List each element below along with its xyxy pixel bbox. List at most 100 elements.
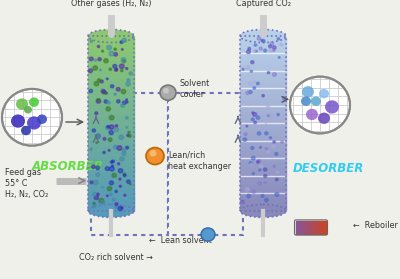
Bar xyxy=(240,43,286,47)
Bar xyxy=(240,179,286,183)
Circle shape xyxy=(253,113,257,116)
Circle shape xyxy=(254,44,257,46)
Bar xyxy=(88,77,134,80)
Bar xyxy=(88,138,134,141)
Bar xyxy=(88,185,134,188)
Circle shape xyxy=(108,138,112,141)
Bar xyxy=(314,221,315,234)
Circle shape xyxy=(106,107,110,111)
Bar xyxy=(88,199,134,203)
Circle shape xyxy=(146,148,164,165)
Bar xyxy=(304,221,305,234)
Circle shape xyxy=(273,141,275,143)
Bar xyxy=(240,148,286,152)
Bar xyxy=(240,106,286,110)
Circle shape xyxy=(93,202,95,205)
Circle shape xyxy=(107,45,112,50)
Circle shape xyxy=(126,68,128,69)
Bar xyxy=(91,93,168,235)
Bar xyxy=(240,68,286,71)
Circle shape xyxy=(126,101,128,103)
Text: Feed gas
55° C
H₂, N₂, CO₂: Feed gas 55° C H₂, N₂, CO₂ xyxy=(5,168,48,199)
Circle shape xyxy=(257,132,261,135)
Bar xyxy=(311,221,312,234)
Circle shape xyxy=(275,193,279,196)
Circle shape xyxy=(280,43,283,46)
Circle shape xyxy=(16,98,28,110)
Circle shape xyxy=(254,121,256,124)
Bar xyxy=(240,61,286,64)
Circle shape xyxy=(114,48,116,50)
Bar xyxy=(88,100,134,104)
Circle shape xyxy=(265,148,268,150)
Circle shape xyxy=(118,206,122,211)
Circle shape xyxy=(122,149,126,152)
Circle shape xyxy=(108,150,110,151)
Bar xyxy=(240,78,286,82)
Bar xyxy=(240,138,286,141)
Bar xyxy=(240,57,286,61)
Bar xyxy=(88,109,134,112)
Bar xyxy=(88,91,134,95)
Circle shape xyxy=(267,115,270,117)
Bar xyxy=(88,158,134,162)
Circle shape xyxy=(115,125,118,127)
Bar xyxy=(309,221,310,234)
Circle shape xyxy=(262,40,265,43)
Bar xyxy=(296,221,297,234)
Bar xyxy=(240,183,286,187)
Circle shape xyxy=(100,69,101,71)
Bar xyxy=(297,221,298,234)
Circle shape xyxy=(98,58,101,61)
Circle shape xyxy=(259,169,261,171)
Circle shape xyxy=(114,128,118,132)
Circle shape xyxy=(250,163,252,165)
Bar xyxy=(88,196,134,200)
Circle shape xyxy=(319,89,329,98)
Circle shape xyxy=(92,192,97,196)
Bar xyxy=(240,81,286,85)
Bar xyxy=(88,191,134,194)
Bar xyxy=(240,155,286,159)
Circle shape xyxy=(267,71,270,74)
Circle shape xyxy=(104,100,108,103)
Circle shape xyxy=(264,198,268,202)
Bar xyxy=(240,193,286,197)
Text: Captured CO₂: Captured CO₂ xyxy=(236,0,290,8)
Bar xyxy=(240,204,286,208)
Circle shape xyxy=(96,142,98,143)
Circle shape xyxy=(29,97,39,107)
Circle shape xyxy=(109,131,113,135)
Circle shape xyxy=(201,228,215,241)
Bar xyxy=(316,221,317,234)
Circle shape xyxy=(127,79,130,81)
Circle shape xyxy=(150,150,156,157)
Bar xyxy=(240,39,286,44)
Bar xyxy=(240,127,286,131)
Circle shape xyxy=(93,66,98,70)
Circle shape xyxy=(266,150,269,153)
Circle shape xyxy=(122,101,126,105)
Bar xyxy=(240,47,286,50)
Circle shape xyxy=(112,198,115,201)
Circle shape xyxy=(262,95,264,97)
Bar xyxy=(319,221,320,234)
Circle shape xyxy=(306,109,318,120)
Bar xyxy=(240,88,286,92)
Bar xyxy=(308,221,309,234)
Circle shape xyxy=(254,50,256,52)
Bar xyxy=(88,39,134,42)
Circle shape xyxy=(37,114,47,124)
Text: CO₂ rich solvent →: CO₂ rich solvent → xyxy=(79,253,153,263)
Circle shape xyxy=(325,100,339,114)
Circle shape xyxy=(246,91,250,95)
Circle shape xyxy=(114,145,117,149)
Bar xyxy=(240,176,286,180)
Circle shape xyxy=(128,135,131,137)
Circle shape xyxy=(92,129,96,132)
Bar xyxy=(240,74,286,78)
Circle shape xyxy=(104,59,108,63)
Circle shape xyxy=(100,80,103,83)
Circle shape xyxy=(252,190,256,193)
Circle shape xyxy=(94,196,98,199)
